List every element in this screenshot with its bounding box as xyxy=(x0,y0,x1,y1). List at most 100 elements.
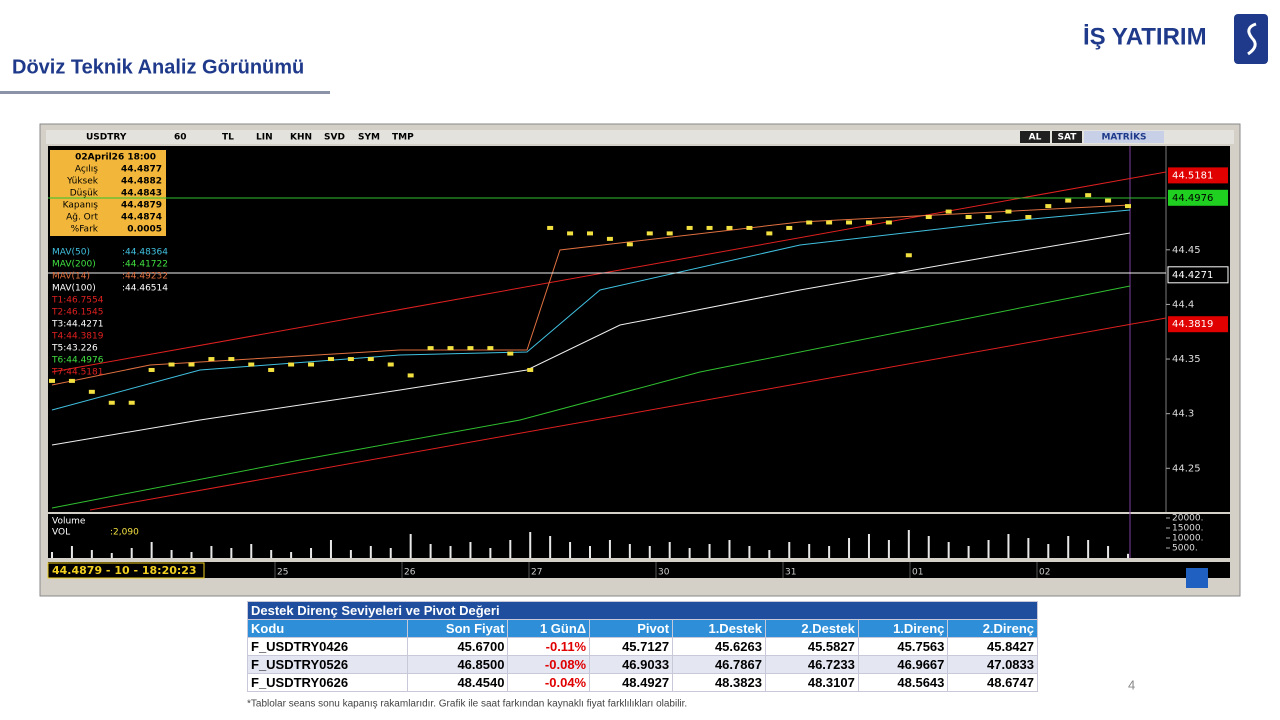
volume-label: Volume xyxy=(52,517,86,527)
volume-tick-label: 5000. xyxy=(1172,544,1198,554)
price-marker-label: 44.4271 xyxy=(1172,270,1213,281)
table-cell: 45.6263 xyxy=(672,637,766,656)
volume-bar xyxy=(190,552,193,558)
candle xyxy=(945,209,952,214)
column-header: 2.Destek xyxy=(764,619,859,638)
volume-bar xyxy=(110,553,113,558)
table-cell: 45.6700 xyxy=(406,637,509,656)
volume-bar xyxy=(449,546,452,558)
candle xyxy=(726,225,733,230)
volume-bar xyxy=(1067,536,1070,558)
indicator-value: :44.41722 xyxy=(122,260,168,270)
candle xyxy=(367,357,374,362)
table-cell: 46.7867 xyxy=(672,655,766,674)
volume-bar xyxy=(967,546,970,558)
table-cell: 45.8427 xyxy=(947,637,1038,656)
y-tick-label: 44.4 xyxy=(1172,299,1194,310)
volume-bar xyxy=(1087,540,1090,558)
candle xyxy=(746,225,753,230)
volume-bar xyxy=(290,552,293,558)
toolbar-item[interactable]: TMP xyxy=(392,133,414,143)
column-header: Pivot xyxy=(589,619,674,638)
candle xyxy=(626,242,633,247)
volume-bar xyxy=(987,540,990,558)
candle xyxy=(567,231,574,236)
table-cell: F_USDTRY0426 xyxy=(247,637,408,656)
date-bar xyxy=(48,562,1230,578)
candle xyxy=(786,225,793,230)
candle xyxy=(527,367,534,372)
table-header: Kodu Son Fiyat 1 GünΔ Pivot 1.Destek 2.Destek… xyxy=(247,619,1038,638)
candle xyxy=(1045,204,1052,209)
candle xyxy=(447,346,454,351)
candle xyxy=(846,220,853,225)
candle xyxy=(865,220,872,225)
volume-bar xyxy=(310,548,313,558)
volume-bar xyxy=(867,534,870,558)
volume-last: :2,090 xyxy=(110,528,139,538)
table-row: F_USDTRY0626 48.4540 -0.04% 48.4927 48.3823 4… xyxy=(247,673,1038,692)
candle xyxy=(1085,193,1092,198)
candle xyxy=(826,220,833,225)
ma-100 xyxy=(51,232,1131,446)
toolbar-item[interactable]: KHN xyxy=(290,133,312,143)
info-box xyxy=(50,150,166,236)
column-header: Kodu xyxy=(247,619,408,638)
status-text: 44.4879 - 10 - 18:20:23 xyxy=(52,564,197,577)
toolbar-item[interactable]: 60 xyxy=(174,133,187,143)
refresh-button[interactable] xyxy=(1186,568,1208,588)
volume-bar xyxy=(509,540,512,558)
volume-bar xyxy=(549,536,552,558)
toolbar-item[interactable]: TL xyxy=(222,133,234,143)
table-cell: -0.11% xyxy=(507,637,591,656)
volume-bar xyxy=(848,538,851,558)
table-cell: F_USDTRY0526 xyxy=(247,655,408,674)
candle xyxy=(1025,215,1032,220)
candle xyxy=(188,362,195,367)
volume-bar xyxy=(628,544,631,558)
status-box xyxy=(47,562,205,579)
candle xyxy=(806,220,813,225)
volume-bar xyxy=(788,542,791,558)
volume-tick-label: 15000. xyxy=(1172,524,1204,534)
toolbar-item[interactable]: LIN xyxy=(256,133,273,143)
ma-50 xyxy=(51,209,1131,411)
candle xyxy=(706,225,713,230)
candle xyxy=(985,215,992,220)
logo-glyph xyxy=(1247,22,1257,56)
volume-bar xyxy=(688,548,691,558)
trend-upper xyxy=(51,171,1167,373)
volume-bar xyxy=(51,552,53,558)
volume-bar xyxy=(728,540,731,558)
candle xyxy=(925,215,932,220)
volume-bar xyxy=(708,544,711,558)
candle xyxy=(686,225,693,230)
date-label: 27 xyxy=(531,568,542,578)
candle xyxy=(587,231,593,236)
volume-bar xyxy=(1007,534,1010,558)
toolbar-item[interactable]: USDTRY xyxy=(86,133,127,143)
volume-bar xyxy=(1107,546,1110,558)
table-row: F_USDTRY0426 45.6700 -0.11% 45.7127 45.6263 4… xyxy=(247,637,1038,656)
volume-bar xyxy=(828,546,831,558)
info-date: 02April26 18:00 xyxy=(75,153,156,163)
candle xyxy=(248,362,255,367)
toolbar-item[interactable]: SVD xyxy=(324,133,345,143)
candle xyxy=(347,357,354,362)
price-marker xyxy=(1168,167,1228,184)
level-label: T3:44.4271 xyxy=(51,320,103,330)
date-label: 01 xyxy=(912,568,923,578)
candle xyxy=(507,351,514,356)
toolbar-item[interactable]: SYM xyxy=(358,133,380,143)
candle xyxy=(885,220,892,225)
candle xyxy=(1105,198,1112,203)
volume-bar xyxy=(150,542,153,558)
candle xyxy=(1005,209,1012,214)
indicator-name: MAV(100) xyxy=(52,284,96,294)
volume-bar xyxy=(748,546,751,558)
price-marker xyxy=(1167,266,1229,284)
level-label: T5:43.226 xyxy=(51,344,98,354)
price-marker-label: 44.3819 xyxy=(1172,319,1213,330)
table-cell: 48.6747 xyxy=(947,673,1038,692)
candle xyxy=(228,357,235,362)
